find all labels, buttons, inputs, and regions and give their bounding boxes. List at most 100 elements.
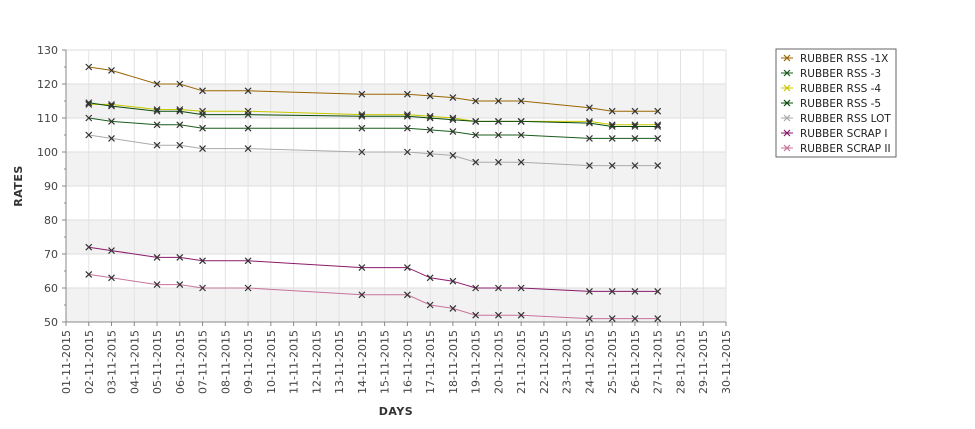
data-point <box>426 126 434 134</box>
data-point <box>85 100 93 108</box>
data-point <box>153 281 161 289</box>
x-tick-label: 25-11-2015 <box>606 330 619 394</box>
data-point <box>608 315 616 323</box>
data-point <box>517 117 525 125</box>
x-tick-label: 07-11-2015 <box>197 330 210 394</box>
data-point <box>403 124 411 132</box>
x-tick-label: 05-11-2015 <box>151 330 164 394</box>
data-point <box>517 311 525 319</box>
grid-band <box>66 220 726 254</box>
data-point <box>494 131 502 139</box>
x-tick-label: 21-11-2015 <box>515 330 528 394</box>
legend-item: RUBBER RSS LOT <box>781 113 891 125</box>
legend-label: RUBBER RSS -5 <box>800 98 881 110</box>
legend-item: RUBBER SCRAP I <box>781 128 887 140</box>
data-point <box>449 304 457 312</box>
data-point <box>631 123 639 130</box>
data-point <box>449 277 457 285</box>
x-tick-label: 17-11-2015 <box>424 330 437 394</box>
data-point <box>654 162 662 170</box>
legend-marker <box>783 69 791 77</box>
data-point <box>85 131 93 139</box>
data-point <box>403 90 411 98</box>
data-point <box>449 128 457 136</box>
data-point <box>199 145 206 153</box>
x-tick-label: 24-11-2015 <box>583 330 596 394</box>
data-point <box>494 311 502 319</box>
x-tick-label: 15-11-2015 <box>379 330 392 394</box>
legend-marker <box>783 84 791 92</box>
data-point <box>631 287 639 295</box>
legend-label: RUBBER RSS LOT <box>800 113 891 125</box>
y-tick-label: 110 <box>37 112 58 125</box>
y-tick-label: 50 <box>44 316 58 329</box>
data-point <box>244 145 252 153</box>
data-point <box>85 99 93 107</box>
grid-band <box>66 152 726 186</box>
data-point <box>358 148 366 156</box>
legend-label: RUBBER SCRAP I <box>800 128 887 140</box>
x-tick-label: 18-11-2015 <box>447 330 460 394</box>
x-tick-label: 29-11-2015 <box>697 330 710 394</box>
data-point <box>654 123 662 130</box>
data-point <box>244 111 252 119</box>
x-axis-ticks: 01-11-2015 02-11-2015 03-11-2015 04-11-2015… <box>60 322 733 394</box>
data-point <box>199 124 206 132</box>
x-tick-label: 22-11-2015 <box>538 330 551 394</box>
data-point <box>176 281 184 289</box>
series-lines <box>85 63 662 323</box>
x-tick-label: 06-11-2015 <box>174 330 187 394</box>
data-point <box>586 287 593 295</box>
data-point <box>517 158 525 166</box>
data-point <box>153 80 161 88</box>
x-tick-label: 08-11-2015 <box>219 330 232 394</box>
data-point <box>426 114 434 122</box>
data-point <box>403 264 411 272</box>
data-point <box>176 107 184 115</box>
legend-label: RUBBER RSS -3 <box>800 68 881 80</box>
data-point <box>199 87 206 95</box>
data-point <box>586 315 593 323</box>
x-tick-label: 02-11-2015 <box>83 330 96 394</box>
data-point <box>517 284 525 292</box>
data-point <box>494 117 502 125</box>
x-tick-label: 28-11-2015 <box>674 330 687 394</box>
data-point <box>494 97 502 105</box>
x-tick-label: 30-11-2015 <box>720 330 733 394</box>
y-tick-label: 90 <box>44 180 58 193</box>
data-point <box>108 247 115 255</box>
y-tick-label: 130 <box>37 44 58 57</box>
grid-band <box>66 288 726 322</box>
data-point <box>153 253 161 261</box>
data-point <box>608 134 616 142</box>
data-point <box>108 102 115 110</box>
data-point <box>654 107 662 115</box>
x-tick-label: 23-11-2015 <box>561 330 574 394</box>
legend-item: RUBBER SCRAP II <box>781 143 891 155</box>
legend-item: RUBBER RSS -5 <box>781 98 881 110</box>
data-point <box>358 264 366 272</box>
data-point <box>108 274 115 282</box>
legend-box <box>775 48 897 158</box>
y-tick-label: 70 <box>44 248 58 261</box>
x-tick-label: 01-11-2015 <box>60 330 73 394</box>
data-point <box>108 66 115 74</box>
data-point <box>608 123 616 130</box>
x-tick-label: 14-11-2015 <box>356 330 369 394</box>
data-point <box>426 92 434 100</box>
legend-label: RUBBER RSS -1X <box>800 53 888 65</box>
legend-marker <box>783 54 791 62</box>
data-point <box>426 150 434 158</box>
legend-marker <box>783 114 791 122</box>
data-point <box>153 121 161 129</box>
x-tick-label: 13-11-2015 <box>333 330 346 394</box>
data-point <box>494 284 502 292</box>
data-point <box>608 162 616 170</box>
data-point <box>176 141 184 149</box>
legend-item: RUBBER RSS -3 <box>781 68 881 80</box>
data-point <box>153 141 161 149</box>
data-point <box>654 287 662 295</box>
data-point <box>631 107 639 115</box>
x-axis-label: DAYS <box>379 405 413 418</box>
y-axis-ticks: 50 60 70 80 90 100 110 120 130 <box>37 44 66 329</box>
